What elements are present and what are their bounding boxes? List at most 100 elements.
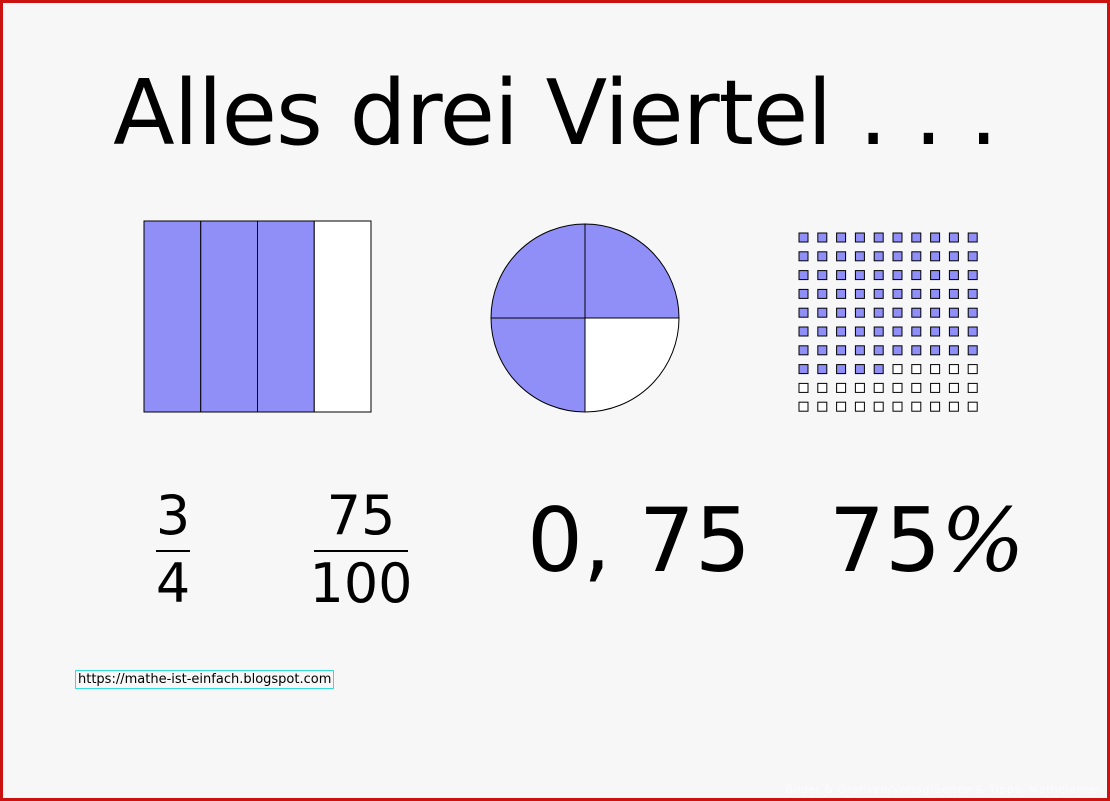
hundred-grid-figure: [798, 232, 978, 412]
grid-cell-filled: [892, 288, 903, 299]
image-credit: Bilder & Grafiken/Verlag/Seiten & Tipps:…: [785, 783, 1101, 796]
grid-cell-filled: [948, 345, 959, 356]
grid-cell-filled: [873, 326, 884, 337]
grid-cell-filled: [798, 345, 809, 356]
grid-cell-filled: [911, 270, 922, 281]
grid-cell-filled: [798, 288, 809, 299]
grid-cell-filled: [967, 270, 978, 281]
grid-cell-filled: [817, 288, 828, 299]
grid-cell-filled: [836, 288, 847, 299]
grid-cell-empty: [967, 401, 978, 412]
rectangle-part-filled: [200, 220, 258, 413]
grid-cell-filled: [873, 364, 884, 375]
grid-cell-empty: [948, 401, 959, 412]
grid-cell-filled: [798, 307, 809, 318]
grid-cell-filled: [967, 232, 978, 243]
grid-cell-empty: [911, 364, 922, 375]
grid-cell-empty: [911, 401, 922, 412]
grid-cell-filled: [836, 326, 847, 337]
grid-cell-filled: [948, 307, 959, 318]
grid-cell-filled: [836, 251, 847, 262]
grid-cell-empty: [836, 382, 847, 393]
grid-cell-empty: [892, 401, 903, 412]
circle-quarter-filled: [490, 223, 586, 319]
grid-cell-filled: [854, 345, 865, 356]
grid-cell-filled: [892, 270, 903, 281]
grid-cell-filled: [836, 307, 847, 318]
grid-cell-filled: [911, 345, 922, 356]
grid-cell-filled: [892, 326, 903, 337]
fraction-bar: [156, 550, 190, 552]
grid-cell-filled: [930, 270, 941, 281]
grid-cell-filled: [836, 270, 847, 281]
grid-cell-filled: [836, 232, 847, 243]
grid-cell-empty: [930, 364, 941, 375]
grid-cell-filled: [967, 251, 978, 262]
blog-link[interactable]: https://mathe-ist-einfach.blogspot.com: [75, 670, 335, 689]
grid-cell-empty: [817, 382, 828, 393]
grid-cell-filled: [967, 345, 978, 356]
grid-cell-empty: [798, 382, 809, 393]
grid-cell-filled: [948, 251, 959, 262]
grid-cell-filled: [854, 251, 865, 262]
grid-cell-filled: [892, 307, 903, 318]
grid-cell-filled: [854, 270, 865, 281]
circle-fraction-figure: [490, 223, 680, 413]
grid-cell-filled: [854, 288, 865, 299]
grid-cell-filled: [854, 364, 865, 375]
grid-cell-empty: [892, 364, 903, 375]
grid-cell-filled: [930, 307, 941, 318]
grid-cell-filled: [817, 232, 828, 243]
grid-cell-empty: [948, 382, 959, 393]
grid-cell-empty: [967, 364, 978, 375]
fraction-numerator: 3: [155, 484, 191, 547]
circle-quarter-filled: [584, 223, 680, 319]
grid-cell-filled: [854, 232, 865, 243]
grid-cell-filled: [836, 364, 847, 375]
percent-number: 75: [829, 489, 941, 592]
grid-cell-filled: [854, 326, 865, 337]
grid-cell-filled: [948, 326, 959, 337]
percent-value-group: 75%: [829, 491, 1025, 591]
grid-cell-filled: [798, 251, 809, 262]
rectangle-fraction-figure: [143, 220, 372, 413]
grid-cell-filled: [911, 232, 922, 243]
grid-cell-filled: [892, 251, 903, 262]
slide-title: Alles drei Viertel . . .: [113, 61, 998, 166]
fraction-bar: [314, 550, 408, 552]
rectangle-part-filled: [143, 220, 202, 413]
grid-cell-filled: [930, 326, 941, 337]
grid-cell-filled: [798, 364, 809, 375]
fraction-seventy-five-hundredths: 75 100: [309, 484, 413, 615]
grid-cell-filled: [798, 326, 809, 337]
grid-cell-filled: [873, 288, 884, 299]
grid-cell-empty: [911, 382, 922, 393]
grid-cell-empty: [892, 382, 903, 393]
grid-cell-empty: [873, 401, 884, 412]
grid-cell-filled: [930, 232, 941, 243]
grid-cell-filled: [948, 270, 959, 281]
fraction-denominator: 100: [309, 551, 413, 615]
grid-cell-empty: [854, 382, 865, 393]
grid-cell-empty: [948, 364, 959, 375]
grid-cell-empty: [930, 401, 941, 412]
circle-quarter-empty: [584, 317, 680, 413]
grid-cell-empty: [930, 382, 941, 393]
grid-cell-filled: [873, 345, 884, 356]
grid-cell-empty: [798, 401, 809, 412]
grid-cell-filled: [911, 288, 922, 299]
fraction-numerator: 75: [326, 484, 396, 547]
grid-cell-filled: [798, 232, 809, 243]
grid-cell-filled: [836, 345, 847, 356]
grid-cell-empty: [967, 382, 978, 393]
grid-cell-filled: [798, 270, 809, 281]
grid-cell-filled: [892, 345, 903, 356]
circle-quarter-filled: [490, 317, 586, 413]
grid-cell-filled: [948, 232, 959, 243]
rectangle-part-filled: [257, 220, 315, 413]
grid-cell-filled: [817, 345, 828, 356]
grid-cell-filled: [930, 251, 941, 262]
grid-cell-empty: [873, 382, 884, 393]
grid-cell-empty: [854, 401, 865, 412]
